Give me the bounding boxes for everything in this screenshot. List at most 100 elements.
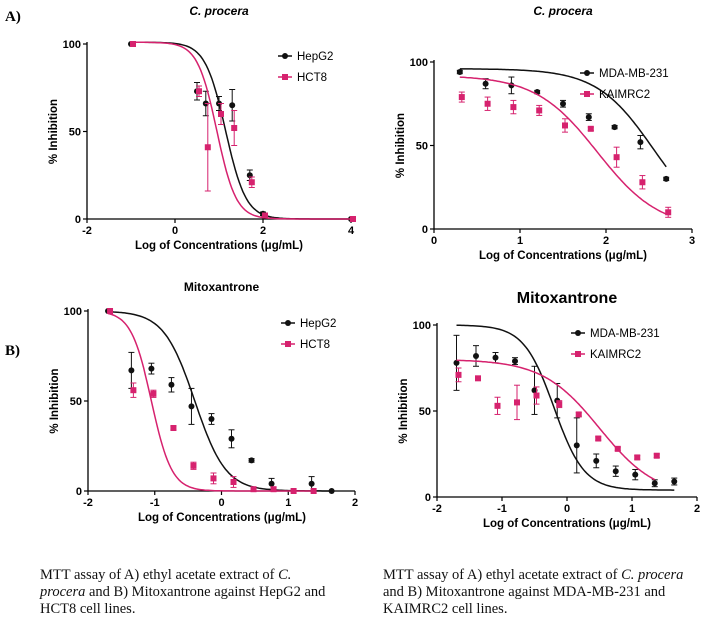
fit-curve bbox=[459, 76, 667, 215]
data-point bbox=[230, 479, 237, 485]
data-point bbox=[665, 209, 672, 216]
y-tick-label: 50 bbox=[416, 141, 428, 153]
chart-title: C. procera bbox=[189, 4, 249, 18]
x-tick-label: 0 bbox=[218, 497, 224, 509]
data-point bbox=[653, 452, 660, 459]
data-point bbox=[475, 375, 481, 382]
data-point bbox=[637, 139, 644, 146]
data-point bbox=[453, 359, 460, 366]
y-tick-label: 50 bbox=[69, 127, 81, 139]
legend-label: HepG2 bbox=[297, 51, 333, 63]
chart-title: C. procera bbox=[533, 4, 593, 18]
legend-label: KAIMRC2 bbox=[599, 89, 650, 101]
data-point bbox=[148, 365, 155, 372]
series-HepG2: HepG2 bbox=[105, 308, 336, 494]
y-tick-label: 100 bbox=[413, 320, 431, 332]
legend-marker bbox=[575, 330, 581, 336]
data-point bbox=[614, 445, 621, 452]
legend-marker bbox=[575, 351, 581, 357]
data-point bbox=[573, 442, 580, 449]
legend-marker bbox=[584, 70, 590, 76]
data-point bbox=[533, 392, 540, 399]
y-axis-label: % Inhibition bbox=[48, 99, 60, 164]
y-tick-label: 0 bbox=[425, 492, 431, 504]
data-point bbox=[494, 402, 501, 409]
legend-label: KAIMRC2 bbox=[590, 349, 641, 361]
legend-marker bbox=[282, 53, 288, 59]
x-axis-label: Log of Concentrations (μg/mL) bbox=[483, 518, 651, 530]
y-tick-label: 0 bbox=[76, 486, 82, 498]
x-tick-label: 1 bbox=[517, 235, 523, 247]
fit-curve bbox=[131, 41, 351, 220]
data-point bbox=[231, 125, 238, 131]
legend-marker bbox=[285, 320, 291, 326]
data-point bbox=[350, 216, 356, 222]
x-tick-label: 2 bbox=[260, 225, 266, 237]
y-axis-label: % Inhibition bbox=[49, 368, 61, 433]
row-label-a: A) bbox=[5, 9, 21, 25]
data-point bbox=[248, 179, 255, 186]
caption-right-text-1: MTT assay of A) ethyl acetate extract of bbox=[383, 567, 622, 583]
data-point bbox=[268, 480, 275, 487]
x-tick-label: -2 bbox=[83, 497, 93, 509]
y-tick-label: 100 bbox=[64, 306, 82, 318]
fit-curve bbox=[107, 312, 312, 492]
data-point bbox=[250, 486, 257, 493]
y-axis-label: % Inhibition bbox=[398, 378, 410, 443]
chart-title: Mitoxantrone bbox=[517, 290, 618, 307]
data-point bbox=[130, 41, 136, 47]
row-label-b: B) bbox=[5, 343, 20, 359]
data-point bbox=[128, 367, 135, 374]
x-tick-label: -2 bbox=[82, 225, 92, 237]
caption-right-italic: C. procera bbox=[621, 567, 684, 583]
data-point bbox=[663, 175, 670, 182]
legend-marker bbox=[584, 91, 590, 97]
data-point bbox=[492, 354, 499, 361]
data-point bbox=[107, 308, 114, 314]
x-tick-label: 0 bbox=[172, 225, 178, 237]
data-point bbox=[510, 104, 517, 111]
data-point bbox=[556, 401, 563, 408]
chart-2: C. procera 0 50 100 0 1 2 3 Log of Concentration… bbox=[395, 4, 695, 262]
data-point bbox=[130, 387, 137, 394]
x-tick-label: -1 bbox=[150, 497, 160, 509]
data-point bbox=[585, 114, 592, 121]
x-tick-label: 2 bbox=[603, 235, 609, 247]
caption-left-text-2: and B) Mitoxantrone against HepG2 and HC… bbox=[40, 584, 326, 617]
data-point bbox=[290, 488, 297, 494]
data-point bbox=[575, 411, 582, 418]
legend-marker bbox=[282, 74, 288, 80]
data-point bbox=[632, 471, 639, 478]
data-point bbox=[190, 462, 197, 469]
x-axis-label: Log of Concentrations (μg/mL) bbox=[135, 240, 303, 252]
chart-4: Mitoxantrone 0 50 100 -2 -1 0 1 2 Log of Concentr… bbox=[398, 290, 700, 530]
data-point bbox=[456, 69, 463, 76]
data-point bbox=[593, 457, 600, 464]
data-point bbox=[170, 425, 177, 431]
data-point bbox=[484, 100, 491, 107]
caption-left-text-1: MTT assay of A) ethyl acetate extract of bbox=[40, 567, 279, 583]
data-point bbox=[651, 480, 658, 487]
data-point bbox=[634, 454, 641, 461]
x-tick-label: 1 bbox=[285, 497, 291, 509]
data-point bbox=[328, 488, 335, 494]
data-point bbox=[150, 390, 157, 397]
caption-left-italic: C. procera bbox=[40, 567, 292, 600]
x-tick-label: 1 bbox=[629, 503, 635, 515]
fit-curve bbox=[456, 359, 656, 481]
x-tick-label: -2 bbox=[432, 503, 442, 515]
legend-marker bbox=[285, 341, 291, 347]
fit-curve bbox=[459, 68, 667, 168]
data-point bbox=[229, 102, 236, 109]
x-tick-label: 2 bbox=[352, 497, 358, 509]
x-tick-label: 0 bbox=[564, 503, 570, 515]
y-tick-label: 100 bbox=[63, 39, 81, 51]
data-point bbox=[218, 111, 224, 117]
series-MDA-MB-231: MDA-MB-231 bbox=[453, 324, 678, 491]
x-axis-label: Log of Concentrations (μg/mL) bbox=[138, 512, 306, 524]
y-tick-label: 0 bbox=[75, 214, 81, 226]
caption-right-text-2: and B) Mitoxantrone against MDA-MB-231 a… bbox=[383, 584, 666, 617]
series-KAIMRC2: KAIMRC2 bbox=[458, 76, 672, 218]
data-point bbox=[210, 475, 217, 482]
